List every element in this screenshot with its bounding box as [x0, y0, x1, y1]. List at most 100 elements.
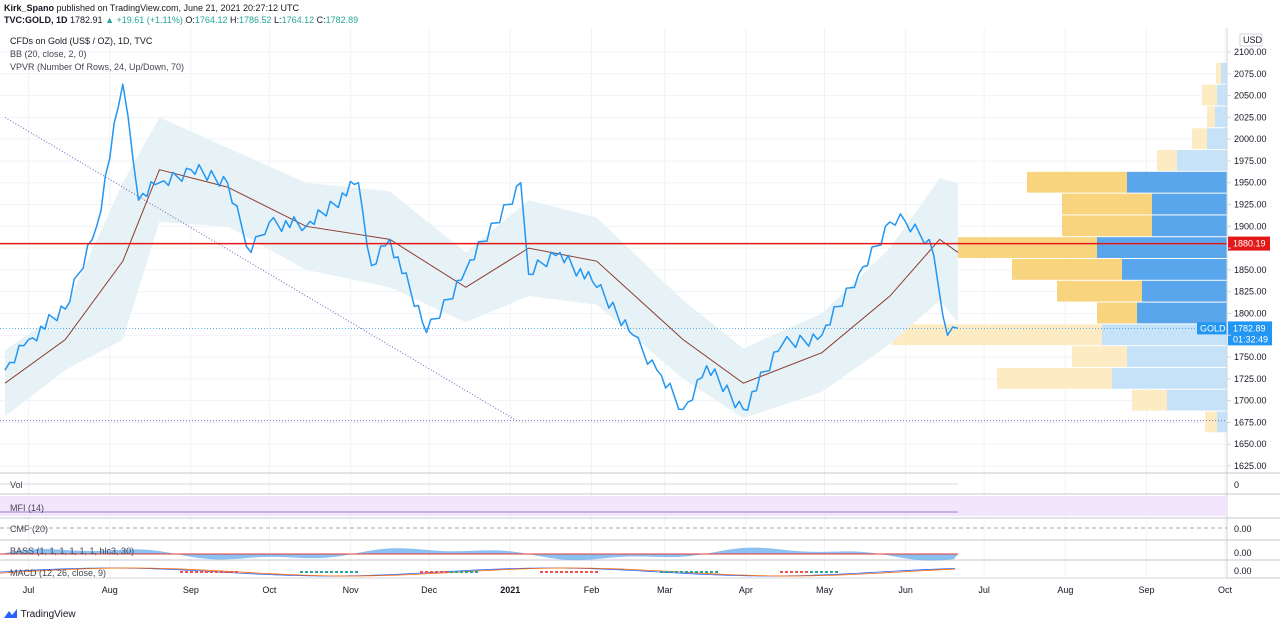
macd-hist-bar	[225, 571, 228, 573]
close-value: 1782.89	[325, 15, 359, 25]
vp-up-bar	[1097, 237, 1227, 258]
macd-hist-bar	[200, 571, 203, 573]
macd-hist-bar	[470, 571, 473, 573]
mfi-legend[interactable]: MFI (14)	[10, 503, 45, 513]
bass-axis-value: 0.00	[1234, 548, 1252, 558]
bb-legend[interactable]: BB (20, close, 2, 0)	[10, 49, 87, 59]
macd-hist-bar	[180, 571, 183, 573]
price-tick-label: 1750.00	[1234, 352, 1267, 362]
price-change: ▲ +19.61 (+1.11%)	[105, 15, 183, 25]
macd-hist-bar	[425, 571, 428, 573]
low-label: L:	[274, 15, 282, 25]
macd-hist-bar	[315, 571, 318, 573]
mfi-band	[0, 496, 1227, 516]
time-tick-label: Jun	[898, 585, 913, 595]
macd-axis-value: 0.00	[1234, 566, 1252, 576]
vp-down-bar	[1132, 389, 1167, 411]
macd-hist-bar	[700, 571, 703, 573]
vp-down-bar	[892, 324, 1102, 346]
published-info: published on TradingView.com, June 21, 2…	[56, 3, 300, 13]
symbol-tag-label: GOLD	[1200, 323, 1226, 333]
macd-hist-bar	[670, 571, 673, 573]
macd-hist-bar	[320, 571, 323, 573]
vp-up-bar	[1127, 171, 1227, 193]
macd-hist-bar	[690, 571, 693, 573]
currency-label: USD	[1243, 35, 1263, 45]
macd-hist-bar	[350, 571, 353, 573]
price-tick-label: 1625.00	[1234, 461, 1267, 471]
price-tick-label: 2025.00	[1234, 112, 1267, 122]
time-tick-label: Aug	[102, 585, 118, 595]
bass-legend[interactable]: BASS (1, 1, 1, 1, 1, 1, hlc3, 30)	[10, 546, 135, 556]
vol-legend[interactable]: Vol	[10, 480, 23, 490]
macd-hist-bar	[580, 571, 583, 573]
price-tick-label: 2000.00	[1234, 134, 1267, 144]
vp-up-bar	[1122, 259, 1227, 280]
currency-box	[1239, 33, 1263, 47]
price-tick-label: 1675.00	[1234, 417, 1267, 427]
macd-hist-bar	[820, 571, 823, 573]
macd-hist-bar	[215, 571, 218, 573]
macd-hist-bar	[815, 571, 818, 573]
vp-up-bar	[1152, 193, 1227, 215]
vp-down-bar	[1205, 411, 1217, 433]
time-tick-label: 2021	[500, 585, 520, 595]
time-tick-label: Dec	[421, 585, 438, 595]
tradingview-brand[interactable]: TradingView	[4, 609, 76, 620]
macd-hist-bar	[190, 571, 193, 573]
macd-hist-bar	[195, 571, 198, 573]
vp-up-bar	[1142, 280, 1227, 302]
time-tick-label: Feb	[584, 585, 600, 595]
vpvr-legend[interactable]: VPVR (Number Of Rows, 24, Up/Down, 70)	[10, 62, 185, 72]
vp-up-bar	[1167, 389, 1227, 411]
macd-hist-bar	[355, 571, 358, 573]
macd-hist-bar	[445, 571, 448, 573]
vp-down-bar	[1216, 62, 1221, 84]
time-tick-label: Mar	[657, 585, 673, 595]
macd-hist-bar	[675, 571, 678, 573]
brand-name: TradingView	[20, 609, 76, 620]
macd-hist-bar	[595, 571, 598, 573]
cmf-legend[interactable]: CMF (20)	[10, 524, 48, 534]
author-name[interactable]: Kirk_Spano	[4, 3, 55, 13]
vp-down-bar	[1192, 128, 1207, 150]
macd-hist-bar	[785, 571, 788, 573]
vp-down-bar	[1097, 302, 1137, 324]
vp-down-bar	[1202, 84, 1217, 106]
vp-up-bar	[1102, 324, 1227, 346]
vol-axis-value: 0	[1234, 480, 1240, 490]
vp-up-bar	[1152, 215, 1227, 237]
vp-down-bar	[1062, 215, 1152, 237]
time-tick-label: Sep	[183, 585, 199, 595]
macd-hist-bar	[235, 571, 238, 573]
vp-down-bar	[1027, 171, 1127, 193]
macd-hist-bar	[710, 571, 713, 573]
bass-histogram	[0, 547, 958, 561]
macd-hist-bar	[230, 571, 233, 573]
vp-up-bar	[1137, 302, 1227, 324]
macd-hist-bar	[680, 571, 683, 573]
price-tick-label: 1925.00	[1234, 200, 1267, 210]
macd-hist-bar	[420, 571, 423, 573]
macd-hist-bar	[555, 571, 558, 573]
price-tick-label: 2100.00	[1234, 47, 1267, 57]
macd-hist-bar	[660, 571, 663, 573]
macd-hist-bar	[450, 571, 453, 573]
time-tick-label: May	[816, 585, 834, 595]
macd-hist-bar	[345, 571, 348, 573]
macd-legend[interactable]: MACD (12, 26, close, 9)	[10, 568, 107, 578]
price-line	[4, 83, 959, 411]
vp-up-bar	[1217, 411, 1227, 433]
time-tick-label: Nov	[343, 585, 360, 595]
vp-down-bar	[1157, 150, 1177, 171]
macd-hist-bar	[430, 571, 433, 573]
macd-hist-bar	[795, 571, 798, 573]
time-tick-label: Oct	[1218, 585, 1233, 595]
time-tick-label: Jul	[978, 585, 990, 595]
macd-hist-bar	[220, 571, 223, 573]
macd-hist-bar	[335, 571, 338, 573]
macd-hist-bar	[340, 571, 343, 573]
macd-hist-bar	[210, 571, 213, 573]
hline-price-label: 1880.19	[1233, 239, 1266, 249]
